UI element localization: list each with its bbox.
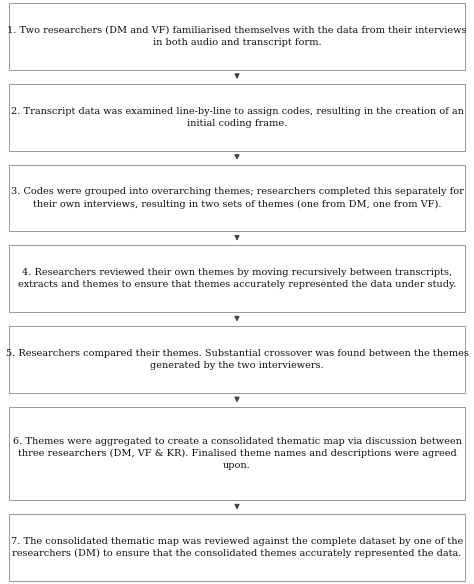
Bar: [9, 3, 465, 69]
Bar: [9, 326, 465, 393]
Text: 4. Researchers reviewed their own themes by moving recursively between transcrip: 4. Researchers reviewed their own themes…: [18, 268, 456, 290]
Text: 6. Themes were aggregated to create a consolidated thematic map via discussion b: 6. Themes were aggregated to create a co…: [13, 437, 461, 470]
Text: 1. Two researchers (DM and VF) familiarised themselves with the data from their : 1. Two researchers (DM and VF) familiari…: [7, 26, 467, 47]
Text: 5. Researchers compared their themes. Substantial crossover was found between th: 5. Researchers compared their themes. Su…: [6, 349, 468, 370]
Bar: [9, 165, 465, 231]
Text: 7. The consolidated thematic map was reviewed against the complete dataset by on: 7. The consolidated thematic map was rev…: [11, 537, 463, 558]
Bar: [9, 515, 465, 581]
Bar: [9, 407, 465, 500]
Bar: [9, 84, 465, 151]
Text: 2. Transcript data was examined line-by-line to assign codes, resulting in the c: 2. Transcript data was examined line-by-…: [10, 106, 464, 128]
Text: 3. Codes were grouped into overarching themes; researchers completed this separa: 3. Codes were grouped into overarching t…: [10, 187, 464, 208]
Bar: [9, 245, 465, 312]
